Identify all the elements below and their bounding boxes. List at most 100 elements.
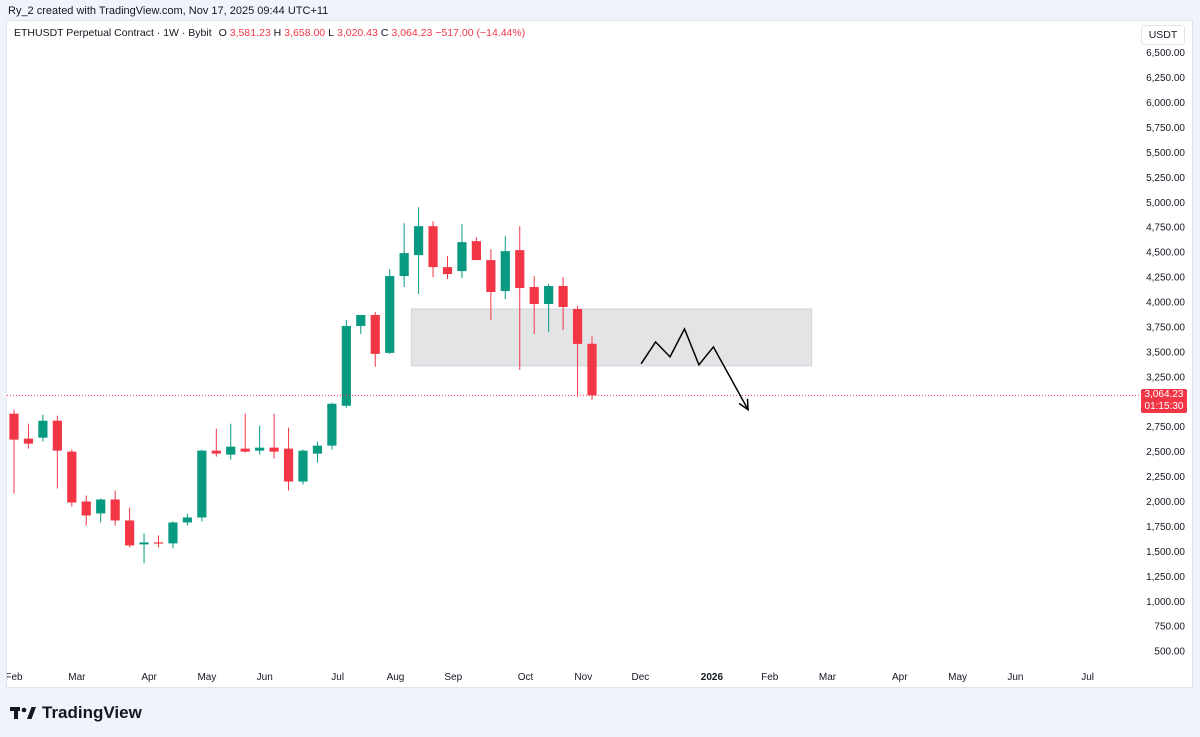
candle-body [414, 226, 424, 256]
legend-low-value: 3,020.43 [336, 27, 378, 39]
y-axis-tick-label: 5,750.00 [1146, 123, 1185, 134]
candle [558, 277, 568, 330]
candle [182, 513, 192, 526]
candle-body [110, 499, 120, 521]
projection-path[interactable] [640, 327, 749, 411]
candle [139, 533, 149, 564]
candle-body [529, 287, 539, 304]
x-axis-tick-label: Sep [444, 672, 462, 683]
x-axis-tick-label: Jul [1081, 672, 1094, 683]
candle [529, 276, 539, 334]
candle [9, 409, 19, 494]
candle-body [139, 542, 149, 545]
candle [226, 423, 236, 460]
y-axis-tick-label: 1,000.00 [1146, 597, 1185, 608]
candle [67, 449, 77, 507]
candle [52, 415, 62, 489]
candle-body [240, 448, 250, 452]
candle-body [327, 403, 337, 446]
candle-body [255, 447, 265, 451]
tradingview-logo-icon [10, 707, 36, 719]
candle-body [153, 542, 164, 544]
candle [38, 414, 48, 442]
x-axis-tick-label: 2026 [701, 672, 724, 683]
y-axis-tick-label: 4,750.00 [1146, 223, 1185, 234]
candle [255, 425, 265, 455]
candle [572, 305, 583, 397]
y-axis-tick-label: 4,250.00 [1146, 273, 1185, 284]
currency-button[interactable]: USDT [1141, 25, 1185, 45]
candle-body [544, 286, 554, 304]
candle [356, 314, 366, 334]
chart-caption: Ry_2 created with TradingView.com, Nov 1… [8, 5, 329, 17]
x-axis-tick-label: Nov [574, 672, 592, 683]
y-axis-tick-label: 6,500.00 [1146, 48, 1185, 59]
candle [96, 498, 106, 523]
x-axis-tick-label: Jul [331, 672, 344, 683]
y-axis-tick-label: 1,750.00 [1146, 522, 1185, 533]
last-price-value: 3,064.23 [1144, 389, 1184, 400]
candle-body [9, 413, 19, 440]
y-axis-tick-label: 3,500.00 [1146, 347, 1185, 358]
y-axis-tick-label: 2,750.00 [1146, 422, 1185, 433]
candle-body [67, 451, 77, 503]
candle-body [370, 314, 380, 354]
x-axis-tick-label: Jun [1007, 672, 1023, 683]
x-axis-tick-label: Mar [819, 672, 837, 683]
candle-body [38, 420, 48, 438]
candle [428, 221, 438, 278]
resistance-zone[interactable] [410, 308, 813, 367]
y-axis-tick-label: 5,000.00 [1146, 198, 1185, 209]
last-price-badge: 3,064.23 01:15:30 [1141, 389, 1187, 413]
y-axis-tick-label: 3,250.00 [1146, 372, 1185, 383]
candle-body [428, 226, 438, 268]
candle-body [471, 241, 481, 261]
symbol-legend: ETHUSDT Perpetual Contract · 1W · Bybit … [14, 27, 525, 39]
chart-canvas[interactable]: 6,500.00 6,250.00 6,000.00 5,750.00 5,500.00… [7, 21, 1192, 687]
x-axis-tick-label: Feb [7, 672, 23, 683]
candle-body [81, 501, 91, 516]
candle [399, 223, 409, 288]
candle [486, 249, 496, 320]
candle [153, 535, 164, 548]
candle-body [52, 420, 62, 451]
y-axis-tick-label: 6,000.00 [1146, 98, 1185, 109]
candle [442, 256, 453, 280]
candle-body [486, 260, 496, 293]
candle [515, 226, 525, 370]
chart-pane[interactable]: 6,500.00 6,250.00 6,000.00 5,750.00 5,500.00… [6, 20, 1193, 688]
x-axis-tick-label: Feb [761, 672, 779, 683]
candle-body [182, 517, 192, 523]
candle-body [283, 448, 294, 482]
brand-footer[interactable]: TradingView [10, 703, 142, 723]
legend-symbol[interactable]: ETHUSDT Perpetual Contract · 1W · Bybit [14, 27, 212, 39]
candle [312, 441, 323, 463]
candle-body [572, 308, 583, 344]
x-axis-tick-label: Apr [141, 672, 157, 683]
candle-body [558, 286, 568, 307]
projection-arrowhead [738, 398, 749, 412]
candle [168, 521, 178, 549]
y-axis-tick-label: 5,250.00 [1146, 173, 1185, 184]
candle-body [312, 445, 323, 454]
candle-body [587, 343, 597, 396]
candle [587, 336, 597, 400]
candle [211, 428, 221, 457]
y-axis-tick-label: 1,250.00 [1146, 572, 1185, 583]
candle-body [457, 242, 467, 272]
y-axis-tick-label: 2,500.00 [1146, 447, 1185, 458]
x-axis-tick-label: Aug [387, 672, 405, 683]
y-axis-tick-label: 500.00 [1154, 647, 1185, 658]
x-axis-tick-label: May [197, 672, 216, 683]
candle [269, 413, 279, 459]
bar-countdown: 01:15:30 [1144, 401, 1184, 412]
candle [240, 413, 250, 453]
candle [327, 402, 337, 450]
candle [197, 449, 207, 522]
y-axis-tick-label: 750.00 [1154, 622, 1185, 633]
legend-change: −517.00 (−14.44%) [435, 27, 526, 39]
candle [81, 495, 91, 526]
legend-open-value: 3,581.23 [229, 27, 271, 39]
candle-body [269, 447, 279, 452]
candle-body [341, 325, 351, 406]
